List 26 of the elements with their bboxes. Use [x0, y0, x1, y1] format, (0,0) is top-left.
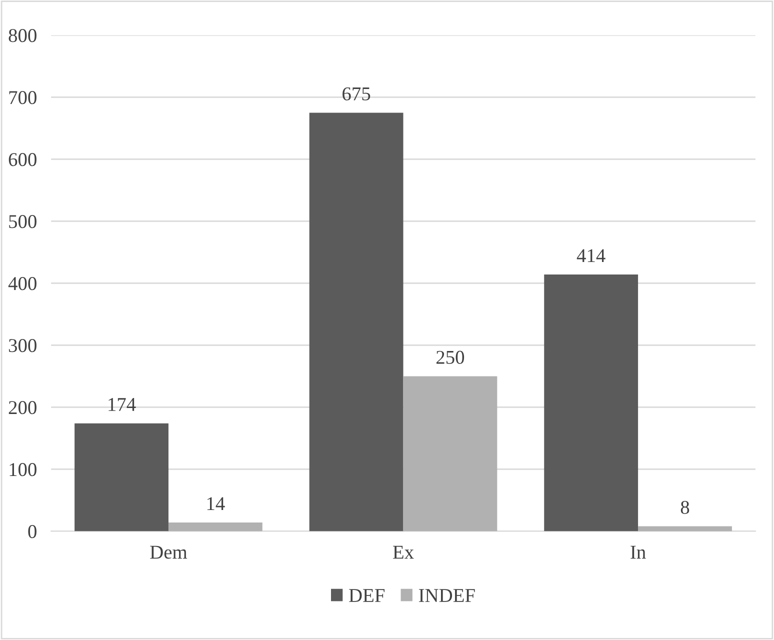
y-tick-label: 200: [8, 401, 36, 414]
bar: [74, 423, 168, 532]
y-tick-label: 0: [28, 525, 36, 538]
y-tick-label: 600: [8, 153, 36, 166]
y-tick-label: 400: [8, 277, 36, 290]
data-label: 250: [436, 350, 464, 364]
bar: [309, 112, 404, 532]
legend-label: DEF: [349, 589, 385, 602]
data-label: 14: [207, 497, 225, 510]
y-tick-label: 300: [8, 339, 36, 352]
legend-label: INDEF: [418, 589, 475, 602]
bar: [544, 274, 638, 532]
x-tick-label: Dem: [150, 546, 188, 559]
bar: [638, 526, 732, 532]
data-label: 174: [108, 398, 136, 411]
bar: [168, 522, 262, 532]
x-tick-label: Ex: [393, 546, 414, 559]
y-tick-label: 500: [9, 215, 36, 228]
bar: [403, 376, 498, 532]
data-label: 414: [576, 249, 606, 262]
data-label: 675: [342, 87, 370, 100]
y-tick-label: 700: [9, 91, 36, 104]
y-tick-label: 800: [8, 29, 36, 42]
x-tick-label: In: [630, 546, 646, 559]
y-tick-label: 100: [10, 463, 36, 476]
data-label: 8: [680, 500, 690, 514]
